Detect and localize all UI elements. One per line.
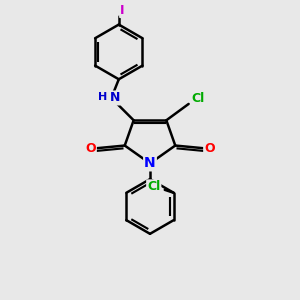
Text: Cl: Cl <box>147 180 160 194</box>
Text: I: I <box>120 4 124 17</box>
Text: N: N <box>110 92 120 104</box>
Text: O: O <box>204 142 215 155</box>
Text: N: N <box>144 156 156 170</box>
Text: Cl: Cl <box>191 92 205 105</box>
Text: O: O <box>85 142 96 155</box>
Text: H: H <box>98 92 108 101</box>
